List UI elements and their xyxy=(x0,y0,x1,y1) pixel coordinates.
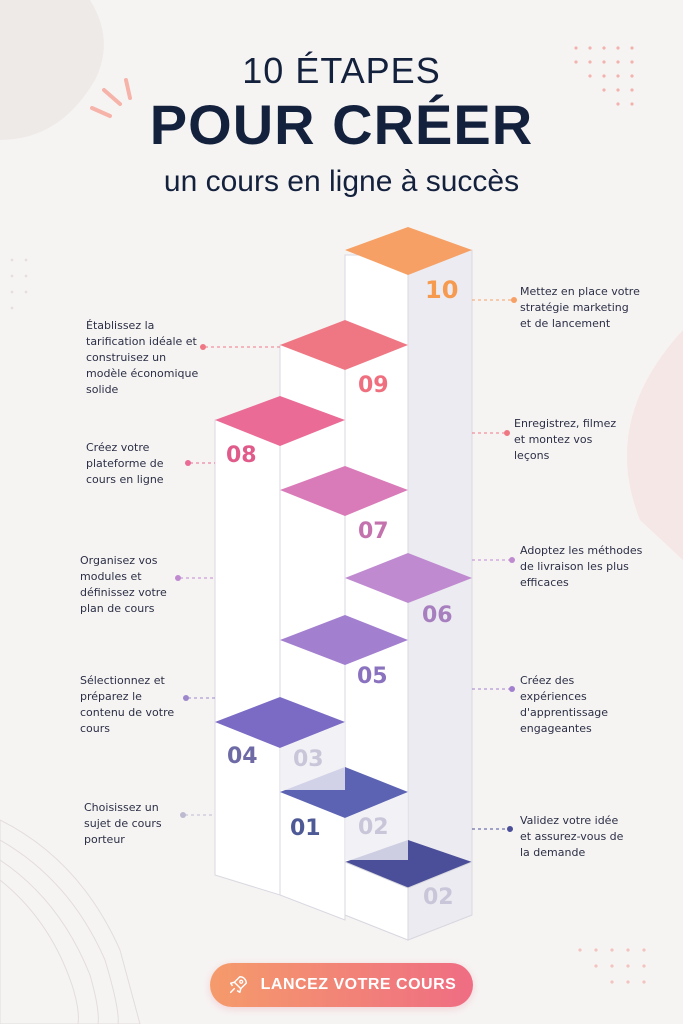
step-top-05 xyxy=(280,615,408,665)
step-label-09: Établissez la tarification idéale et con… xyxy=(86,319,199,396)
step-number-09: 09 xyxy=(358,373,389,398)
step-top-07 xyxy=(280,466,408,516)
rocket-icon xyxy=(229,976,247,994)
step-top-10 xyxy=(345,227,472,275)
column-left xyxy=(214,419,281,896)
launch-course-button[interactable]: LANCEZ VOTRE COURS xyxy=(210,963,473,1007)
step-top-09 xyxy=(280,320,408,370)
step-number-03: 03 xyxy=(293,747,324,772)
step-number-06: 06 xyxy=(422,603,453,628)
step-top-06 xyxy=(345,553,472,603)
step-label-01: Choisissez un sujet de cours porteur xyxy=(84,801,162,846)
step-top-08 xyxy=(215,396,345,446)
step-label-08: Créez votre plateforme de cours en ligne xyxy=(86,441,164,486)
step-number-10: 10 xyxy=(425,276,458,304)
title-line-main: POUR CRÉER xyxy=(149,93,534,156)
title-line-sub: un cours en ligne à succès xyxy=(163,165,520,198)
step-label-10: Mettez en place votre stratégie marketin… xyxy=(520,285,640,330)
step-label-03: Créez des expériences d'apprentissage en… xyxy=(520,674,609,735)
step-top-04 xyxy=(215,697,345,748)
step-number-04: 04 xyxy=(227,744,258,769)
step-number-02b: 02 xyxy=(423,885,454,910)
step-number-02: 02 xyxy=(358,815,389,840)
step-number-08: 08 xyxy=(226,443,257,468)
step-label-05: Organisez vos modules et définissez votr… xyxy=(80,554,167,615)
step-label-04: Sélectionnez et préparez le contenu de v… xyxy=(80,674,175,735)
step-number-07: 07 xyxy=(358,519,389,544)
title-line-top: 10 ÉTAPES xyxy=(242,50,441,91)
column-right xyxy=(344,249,473,941)
step-label-07: Enregistrez, filmez et montez vos leçons xyxy=(514,417,617,462)
step-label-02: Validez votre idée et assurez-vous de la… xyxy=(520,814,624,859)
step-label-06: Adoptez les méthodes de livraison les pl… xyxy=(520,544,643,589)
step-number-01: 01 xyxy=(290,816,321,841)
headline: 10 ÉTAPES POUR CRÉER un cours en ligne à… xyxy=(0,50,683,202)
launch-course-label: LANCEZ VOTRE COURS xyxy=(260,976,457,993)
step-number-05: 05 xyxy=(357,664,388,689)
